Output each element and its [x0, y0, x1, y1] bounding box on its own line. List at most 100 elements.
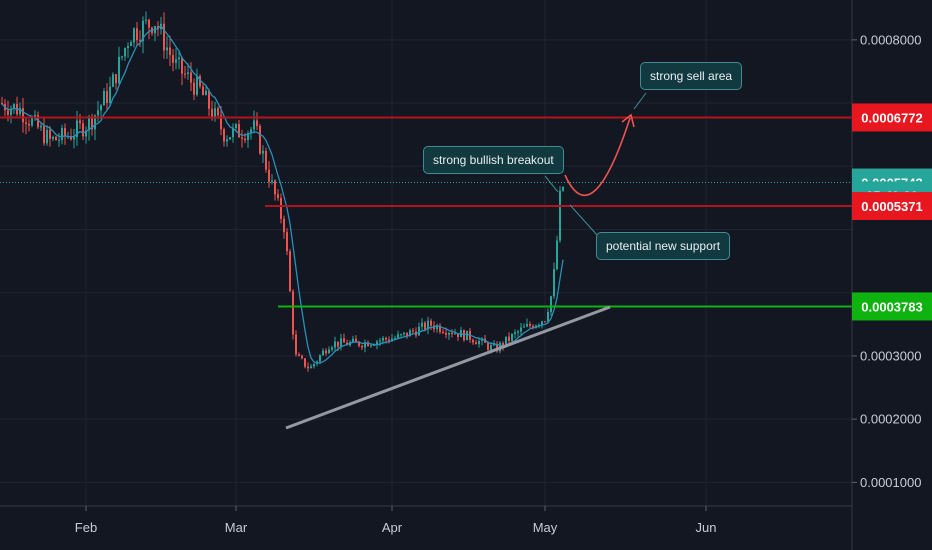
price-tag-label: 0.0005371 [861, 199, 922, 214]
candle-body [28, 123, 30, 126]
candle-body [130, 42, 132, 47]
candle-body [511, 334, 513, 341]
candle-body [532, 325, 534, 328]
candle-body [235, 124, 237, 129]
candle-body [370, 345, 372, 347]
price-tick-label: 0.0008000 [860, 32, 921, 47]
candle-body [163, 23, 165, 51]
candle-body [517, 331, 519, 333]
candle-body [52, 136, 54, 139]
candle-body [136, 28, 138, 41]
candle-body [250, 129, 252, 134]
candle-body [478, 340, 480, 345]
levels [0, 116, 852, 308]
candle-body [307, 366, 309, 369]
candle-body [211, 108, 213, 118]
candle-body [199, 76, 201, 87]
candle-body [508, 336, 510, 341]
price-tag-label: 0.0006772 [861, 110, 922, 125]
candle-body [85, 130, 87, 137]
candle-body [388, 339, 390, 342]
candle-body [427, 320, 429, 330]
candle-body [304, 358, 306, 367]
candle-body [205, 90, 207, 96]
candle-body [283, 218, 285, 233]
candle-body [229, 137, 231, 140]
candle-body [313, 363, 315, 367]
candle-body [280, 198, 282, 219]
support-pointer [569, 204, 599, 237]
candle-body [226, 139, 228, 142]
candle-body [31, 118, 33, 126]
candle-body [100, 105, 102, 111]
candle-body [256, 120, 258, 126]
candle-body [550, 296, 552, 313]
candle-body [556, 240, 558, 270]
candle-body [73, 136, 75, 140]
candle-body [148, 19, 150, 28]
time-axis[interactable]: Feb Mar Apr May Jun [75, 506, 717, 535]
candle-body [22, 108, 24, 123]
candle-body [145, 19, 147, 21]
candle-body [325, 350, 327, 354]
sell-pointer [633, 92, 647, 110]
ascending-trendline [285, 305, 611, 430]
price-tick-label: 0.0001000 [860, 475, 921, 490]
candle-body [379, 340, 381, 342]
candle-body [409, 330, 411, 337]
candle-body [169, 47, 171, 56]
candle-body [40, 125, 42, 128]
candle-body [400, 334, 402, 336]
candle-body [277, 194, 279, 199]
candle-body [451, 333, 453, 335]
candle-body [343, 338, 345, 343]
time-tick-label: Apr [382, 520, 403, 535]
candle-body [178, 57, 180, 60]
candle-body [472, 339, 474, 343]
time-tick-label: May [533, 520, 558, 535]
candle-body [121, 56, 123, 58]
candle-body [331, 347, 333, 350]
candle-body [502, 342, 504, 347]
candle-body [79, 120, 81, 124]
candle-body [394, 337, 396, 339]
candle-body [202, 86, 204, 96]
candle-body [112, 74, 114, 87]
candle-body [523, 326, 525, 328]
candle-body [397, 334, 399, 338]
price-tag-box [852, 103, 932, 132]
candle-body [262, 150, 264, 154]
candle-body [439, 325, 441, 332]
candle-body [340, 338, 342, 347]
candle-body [247, 133, 249, 141]
candle-body [64, 127, 66, 137]
candle-body [184, 73, 186, 75]
candle-body [187, 72, 189, 74]
candle-body [7, 110, 9, 115]
candle-body [406, 332, 408, 337]
candle-body [310, 366, 312, 369]
candle-body [103, 91, 105, 106]
candle-body [127, 46, 129, 49]
price-tick-label: 0.0003000 [860, 348, 921, 363]
candle-body [562, 186, 564, 191]
candle-body [559, 190, 561, 241]
candle-body [487, 342, 489, 350]
price-tag-box [852, 292, 932, 321]
candle-body [421, 322, 423, 327]
candle-body [106, 91, 108, 103]
price-axis[interactable]: 0.0001000 0.0002000 0.0003000 0.0008000 [852, 32, 921, 490]
candle-body [25, 122, 27, 124]
strong-sell-area-note: strong sell area [640, 62, 743, 90]
candle-body [244, 138, 246, 141]
candle-body [124, 48, 126, 57]
candle-body [319, 355, 321, 362]
candle-body [328, 349, 330, 354]
candle-body [253, 120, 255, 130]
candle-body [490, 345, 492, 350]
price-tags: 0.00067720.000574305:49:390.00053710.000… [852, 103, 932, 321]
candle-body [214, 108, 216, 118]
candle-body [97, 110, 99, 116]
price-tag-box [852, 192, 932, 221]
